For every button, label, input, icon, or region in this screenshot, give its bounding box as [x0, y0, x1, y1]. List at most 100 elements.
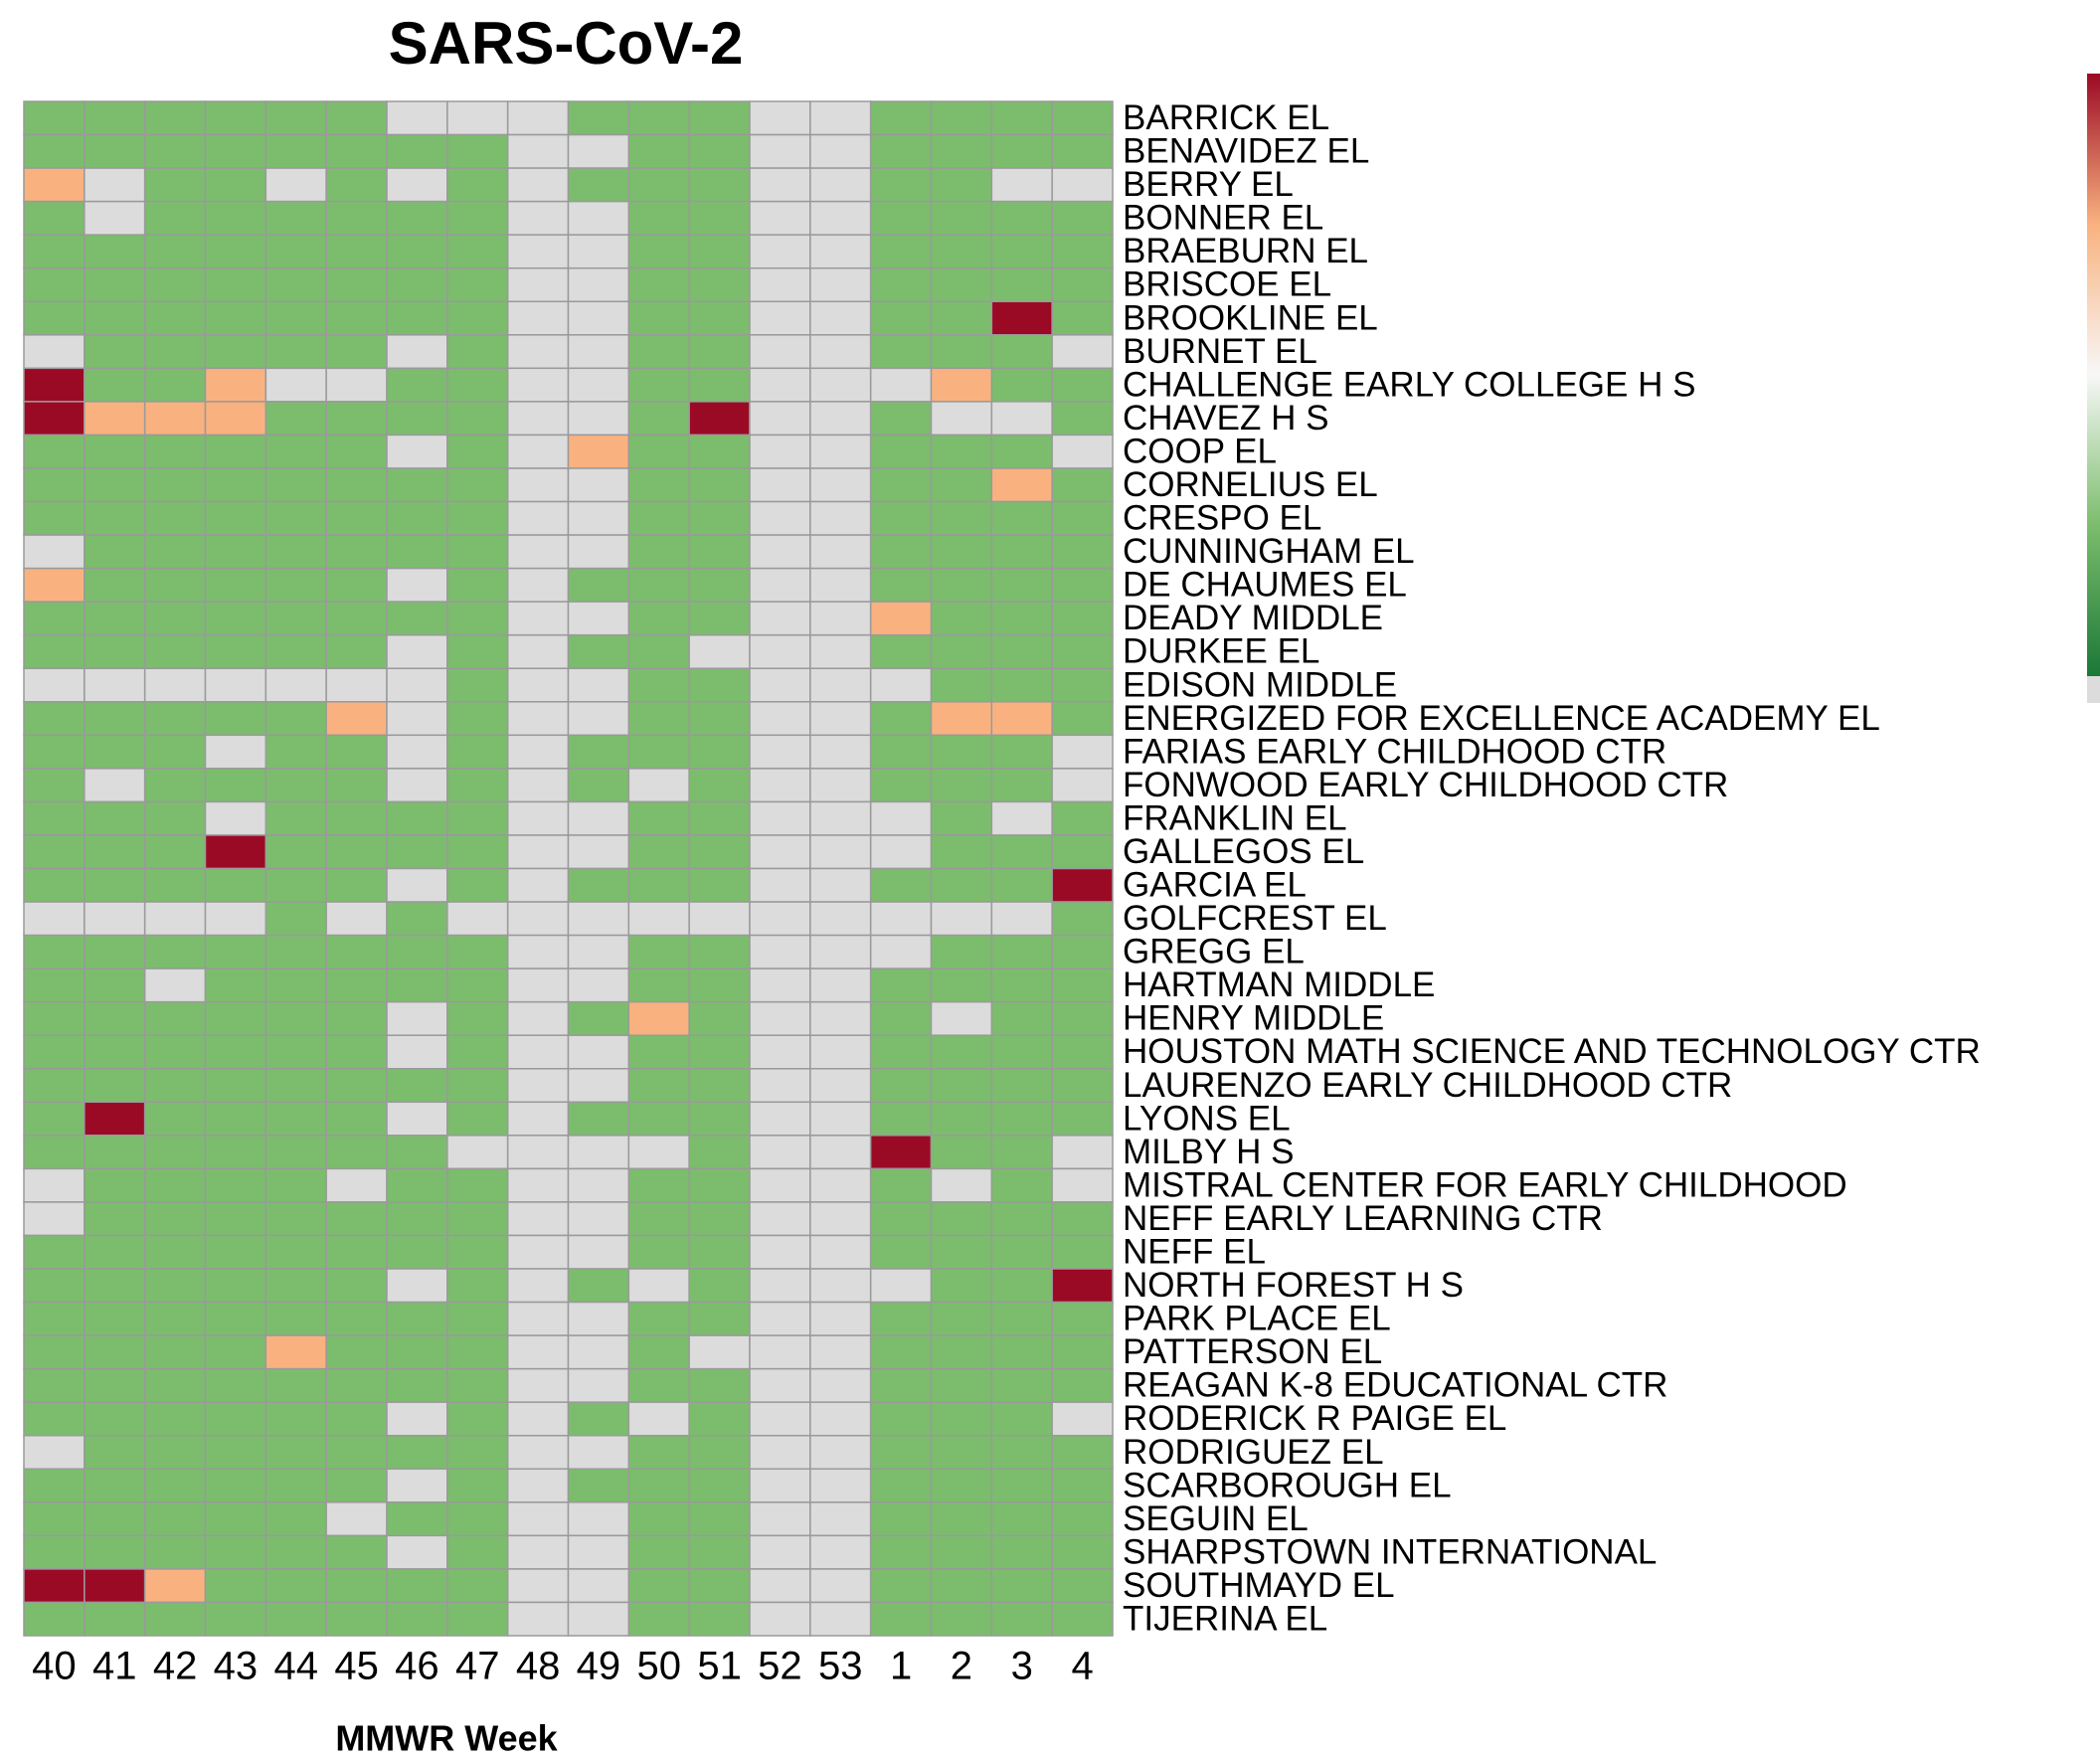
heatmap-cell	[990, 167, 1053, 203]
heatmap-cell	[84, 901, 146, 937]
heatmap-cell	[446, 234, 509, 269]
heatmap-cell	[204, 1468, 267, 1503]
heatmap-cell	[749, 1068, 811, 1104]
row-label: BENAVIDEZ EL	[1123, 132, 1369, 171]
heatmap-cell	[386, 534, 448, 570]
heatmap-cell	[143, 1501, 207, 1537]
heatmap-cell	[990, 500, 1053, 536]
heatmap-cell	[446, 734, 509, 770]
heatmap-cell	[506, 1601, 570, 1637]
heatmap-cell	[990, 100, 1053, 136]
heatmap-cell	[446, 1601, 509, 1637]
heatmap-cell	[204, 800, 267, 836]
row-label: SOUTHMAYD EL	[1123, 1566, 1395, 1605]
heatmap-cell	[627, 1468, 690, 1503]
heatmap-cell	[688, 1201, 751, 1237]
heatmap-cell	[446, 1234, 509, 1270]
heatmap-cell	[1051, 1301, 1114, 1336]
heatmap-cell	[930, 1201, 993, 1237]
heatmap-cell	[990, 234, 1053, 269]
heatmap-cell	[869, 133, 933, 169]
x-tick-label: 46	[395, 1645, 439, 1688]
heatmap-cell	[627, 1167, 690, 1203]
heatmap-cell	[809, 367, 872, 403]
heatmap-cell	[627, 1534, 690, 1570]
heatmap-cell	[23, 633, 86, 669]
heatmap-cell	[264, 401, 327, 437]
heatmap-cell	[567, 1367, 630, 1403]
heatmap-cell	[749, 734, 811, 770]
heatmap-cell	[143, 266, 207, 303]
heatmap-cell	[446, 834, 509, 870]
heatmap-cell	[84, 1568, 146, 1604]
heatmap-cell	[23, 1501, 86, 1537]
heatmap-cell	[264, 1135, 327, 1170]
row-label: SCARBOROUGH EL	[1123, 1466, 1452, 1504]
heatmap-cell	[386, 467, 448, 503]
heatmap-cell	[809, 300, 872, 336]
heatmap-cell	[386, 167, 448, 203]
heatmap-cell	[143, 834, 207, 870]
heatmap-cell	[204, 1068, 267, 1104]
heatmap-cell	[990, 1501, 1053, 1537]
heatmap-cell	[749, 934, 811, 969]
heatmap-cell	[1051, 800, 1114, 836]
heatmap-cell	[84, 867, 146, 903]
heatmap-cell	[264, 1101, 327, 1137]
heatmap-cell	[688, 768, 751, 803]
heatmap-cell	[809, 967, 872, 1003]
heatmap-cell	[204, 901, 267, 937]
heatmap-cell	[627, 1601, 690, 1637]
heatmap-cell	[386, 434, 448, 469]
heatmap-cell	[446, 1568, 509, 1604]
heatmap-cell	[264, 1601, 327, 1637]
heatmap-cell	[506, 1468, 570, 1503]
heatmap-cell	[143, 1135, 207, 1170]
heatmap-cell	[446, 200, 509, 236]
heatmap-cell	[1051, 1167, 1114, 1203]
heatmap-cell	[1051, 667, 1114, 703]
heatmap-cell	[567, 1301, 630, 1336]
heatmap-cell	[84, 334, 146, 370]
heatmap-cell	[688, 1101, 751, 1137]
chart-title: SARS-CoV-2	[389, 10, 744, 77]
heatmap-cell	[23, 1334, 86, 1370]
heatmap-cell	[446, 934, 509, 969]
heatmap-cell	[1051, 1401, 1114, 1437]
heatmap-cell	[506, 1167, 570, 1203]
heatmap-cell	[325, 334, 388, 370]
row-label: FONWOOD EARLY CHILDHOOD CTR	[1123, 766, 1728, 804]
heatmap-cell	[23, 967, 86, 1003]
heatmap-cell	[749, 967, 811, 1003]
heatmap-cell	[84, 1401, 146, 1437]
heatmap-cell	[930, 601, 993, 636]
heatmap-cell	[23, 1568, 86, 1604]
heatmap-cell	[809, 334, 872, 370]
heatmap-cell	[325, 633, 388, 669]
heatmap-cell	[23, 1101, 86, 1137]
heatmap-cell	[84, 834, 146, 870]
heatmap-cell	[23, 834, 86, 870]
heatmap-cell	[869, 401, 933, 437]
heatmap-cell	[749, 133, 811, 169]
heatmap-cell	[627, 800, 690, 836]
heatmap-cell	[1051, 434, 1114, 469]
heatmap-cell	[809, 500, 872, 536]
x-tick-label: 45	[334, 1645, 379, 1688]
heatmap-cell	[264, 567, 327, 603]
heatmap-cell	[627, 434, 690, 469]
heatmap-cell	[446, 1434, 509, 1471]
heatmap-cell	[809, 167, 872, 203]
heatmap-cell	[506, 1268, 570, 1304]
heatmap-cell	[506, 1034, 570, 1070]
heatmap-cell	[506, 701, 570, 737]
heatmap-cell	[264, 1201, 327, 1237]
heatmap-cell	[264, 534, 327, 570]
heatmap-cell	[627, 1000, 690, 1036]
heatmap-cell	[809, 100, 872, 136]
row-label: RODERICK R PAIGE EL	[1123, 1399, 1506, 1438]
heatmap-cell	[869, 934, 933, 969]
heatmap-cell	[930, 434, 993, 469]
heatmap-cell	[990, 567, 1053, 603]
heatmap-cell	[446, 1101, 509, 1137]
